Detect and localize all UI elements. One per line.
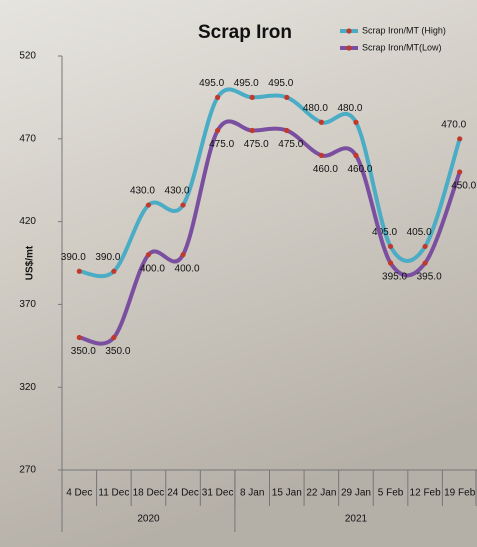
data-label: 460.0 [313,164,338,175]
y-tick-label: 420 [19,216,36,227]
x-tick-label: 31 Dec [202,488,234,499]
y-tick-label: 520 [19,51,36,62]
point-marker [145,202,152,208]
x-tick-label: 24 Dec [167,488,199,499]
data-label: 350.0 [71,346,96,357]
data-label: 395.0 [417,272,442,283]
data-label: 390.0 [61,252,86,263]
x-tick-label: 19 Feb [444,488,476,499]
plot: 270 320 370 420 470 520 4 Dec 11 Dec 18 Dec 24 De… [19,25,477,532]
x-tick-label: 29 Jan [341,488,371,499]
y-tick-label: 270 [19,465,36,476]
point-marker [422,243,428,250]
point-marker [457,136,463,142]
point-marker [422,260,428,266]
y-tick-label: 470 [19,133,36,144]
x-tick-label: 15 Jan [272,488,302,499]
data-label: 495.0 [199,78,224,89]
data-label: 480.0 [337,103,362,114]
y-tick-label: 370 [19,299,36,310]
legend-text: Scrap Iron/MT (High) [362,25,446,35]
data-label: 460.0 [347,164,372,175]
point-marker [318,119,324,125]
point-marker [111,268,117,274]
x-group-label: 2020 [137,514,160,525]
point-marker [180,252,186,258]
x-tick-label: 11 Dec [98,488,129,499]
data-label: 400.0 [140,263,165,274]
data-label: 480.0 [303,103,328,114]
point-marker [76,268,82,274]
data-label: 405.0 [407,227,432,238]
point-marker [387,260,394,266]
y-axis-title: US$/mt [25,245,36,280]
point-marker [145,252,152,258]
data-label: 475.0 [244,139,269,150]
data-label: 395.0 [382,272,407,283]
legend-text: Scrap Iron/MT(Low) [362,42,442,52]
legend-marker [346,28,352,34]
point-marker [215,94,221,100]
series-line [77,119,462,346]
data-label: 495.0 [268,78,293,89]
data-label: 475.0 [278,139,303,150]
x-tick-label: 8 Jan [240,488,264,499]
x-tick-label: 4 Dec [66,488,92,499]
point-marker [318,152,324,158]
chart-title: Scrap Iron [198,22,292,43]
x-tick-label: 22 Jan [306,488,336,499]
x-tick-label: 5 Feb [378,488,404,499]
point-marker [353,152,359,158]
point-marker [284,94,290,100]
data-label: 450.0 [451,181,476,192]
x-tick-label: 12 Feb [410,488,442,499]
legend-marker [346,45,352,51]
data-label: 430.0 [165,186,190,197]
point-marker [76,334,82,341]
point-marker [387,243,394,250]
data-label: 495.0 [234,78,259,89]
x-group-label: 2021 [345,514,368,525]
point-marker [284,127,290,134]
data-label: 400.0 [175,263,200,274]
point-marker [180,202,186,208]
y-tick-label: 320 [19,382,36,393]
data-label: 470.0 [441,119,466,130]
point-marker [111,334,117,341]
data-label: 475.0 [209,139,234,150]
data-label: 350.0 [105,346,130,357]
point-marker [353,119,359,125]
data-label: 405.0 [372,227,397,238]
data-label: 430.0 [130,186,155,197]
x-tick-label: 18 Dec [133,488,165,499]
point-marker [249,127,255,134]
data-label: 390.0 [95,252,120,263]
point-marker [249,94,255,100]
point-marker [215,127,221,134]
point-marker [457,169,463,175]
